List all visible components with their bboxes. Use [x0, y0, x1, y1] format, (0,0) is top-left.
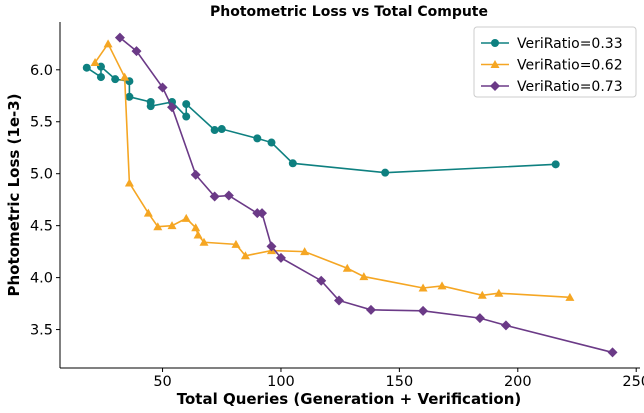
data-point [120, 72, 130, 81]
y-axis-label: Photometric Loss (1e-3) [5, 93, 23, 296]
legend: VeriRatio=0.33 VeriRatio=0.62 VeriRatio=0.… [473, 26, 637, 98]
data-point [181, 213, 191, 222]
axes: 50 100 150 200 250 3.5 4.0 4.5 5.0 5.5 6.0 [30, 22, 644, 390]
x-tick-label: 100 [267, 374, 295, 390]
data-point [333, 295, 344, 306]
data-point [182, 100, 191, 109]
data-point [90, 58, 100, 67]
data-point [551, 160, 560, 169]
data-point [494, 288, 504, 297]
y-tick-label: 5.5 [30, 115, 53, 131]
series-line [94, 42, 570, 299]
data-point [124, 178, 134, 187]
y-tick-label: 3.5 [30, 323, 53, 339]
data-point [437, 281, 447, 290]
data-point [167, 221, 177, 230]
data-point [193, 230, 203, 239]
x-tick-label: 250 [622, 374, 644, 390]
data-point [103, 39, 113, 48]
data-point [607, 347, 618, 358]
data-point [146, 102, 155, 111]
legend-marker [491, 39, 499, 47]
data-point [157, 82, 168, 93]
data-point [167, 102, 178, 113]
data-point [342, 263, 352, 272]
data-point [267, 138, 276, 147]
data-point [223, 190, 234, 201]
data-point [381, 168, 390, 177]
data-point [111, 75, 120, 84]
data-point [257, 208, 268, 219]
legend-label: VeriRatio=0.62 [517, 58, 623, 74]
data-point [190, 169, 201, 180]
legend-box [473, 26, 637, 98]
data-point [253, 134, 262, 143]
legend-entry: VeriRatio=0.33 [481, 36, 623, 52]
data-point [474, 313, 485, 324]
data-point [565, 292, 575, 301]
data-point [418, 305, 429, 316]
data-point [209, 191, 220, 202]
x-axis-label: Total Queries (Generation + Verification… [177, 390, 521, 408]
data-point [96, 62, 105, 71]
data-point [199, 237, 209, 246]
data-point [477, 290, 487, 299]
data-point [300, 247, 310, 256]
x-tick-label: 150 [386, 374, 414, 390]
y-tick-label: 4.5 [30, 219, 53, 235]
data-point [316, 275, 327, 286]
data-point [153, 222, 163, 231]
legend-marker [490, 81, 500, 91]
data-point [82, 63, 91, 72]
data-point [418, 283, 428, 292]
data-point [288, 159, 297, 168]
data-point [143, 208, 153, 217]
data-point [365, 304, 376, 315]
chart-title: Photometric Loss vs Total Compute [210, 4, 488, 20]
data-point [231, 239, 241, 248]
data-point [275, 252, 286, 263]
data-point [240, 251, 250, 260]
x-tick-label: 200 [504, 374, 532, 390]
plot-area [82, 32, 618, 358]
y-tick-label: 4.0 [30, 271, 53, 287]
x-tick-label: 50 [153, 374, 171, 390]
data-point [500, 320, 511, 331]
data-point [191, 223, 201, 232]
data-point [131, 46, 142, 57]
y-tick-label: 5.0 [30, 167, 53, 183]
series-2 [114, 32, 618, 358]
data-point [125, 92, 134, 101]
legend-entry: VeriRatio=0.62 [481, 58, 623, 74]
data-point [96, 73, 105, 82]
legend-marker [490, 60, 500, 68]
data-point [359, 272, 369, 281]
legend-label: VeriRatio=0.33 [517, 36, 623, 52]
y-tick-label: 6.0 [30, 63, 53, 79]
legend-label: VeriRatio=0.73 [517, 79, 623, 95]
data-point [210, 126, 219, 135]
legend-entry: VeriRatio=0.73 [481, 79, 623, 95]
data-point [114, 32, 125, 43]
series-1 [90, 39, 575, 301]
data-point [266, 241, 277, 252]
data-point [182, 112, 191, 121]
data-point [217, 125, 226, 134]
